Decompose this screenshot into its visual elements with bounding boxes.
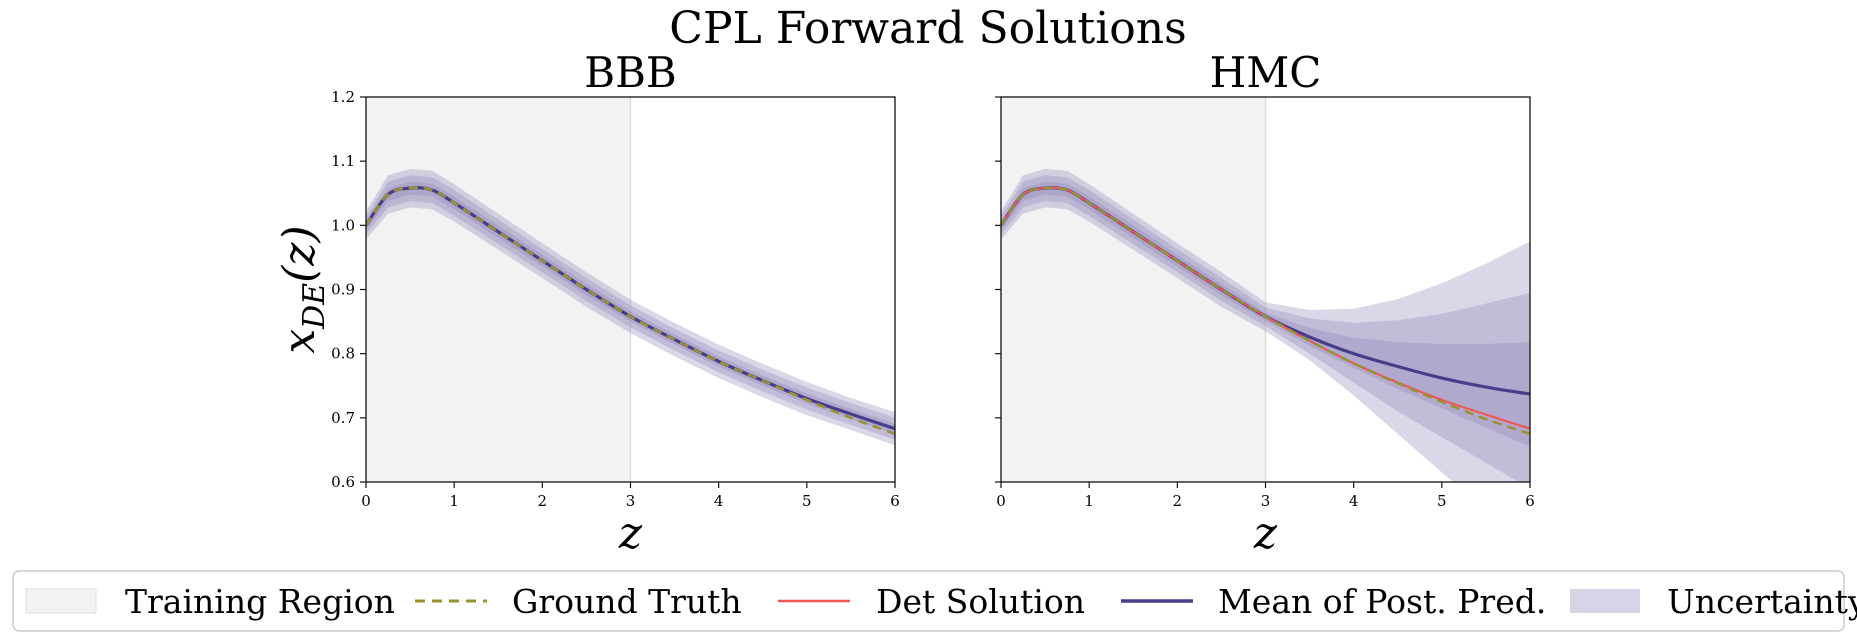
x-tick-label: 0 [361,492,371,510]
panel-bbb: 0 1 2 3 4 5 6 0.6 0.7 0.8 0.9 1.0 1.1 1.2 BBB z xDE(z) [274,48,900,559]
x-tick-label: 5 [1437,492,1447,510]
x-tick-label: 4 [714,492,724,510]
legend-label: Det Solution [876,582,1085,621]
legend-label: Mean of Post. Pred. [1218,582,1546,621]
legend-label: Uncertainty [1667,582,1857,621]
uncertainty-band-2 [1001,175,1530,482]
uncertainty-band-3 [366,168,895,446]
y-tick-label: 0.7 [331,409,355,427]
x-tick-label: 2 [538,492,548,510]
series-ground-truth [1001,186,1530,436]
legend-label: Training Region [125,582,395,621]
training-region-swatch [25,588,97,614]
y-tick-label: 0.8 [331,345,355,363]
y-tick-label: 1.0 [331,216,355,234]
x-tick-label: 3 [626,492,636,510]
legend-item: Det Solution [778,582,1085,621]
y-tick-label: 0.6 [331,473,355,491]
panel-title: BBB [584,48,677,97]
uncertainty-band-1 [1001,181,1530,447]
x-axis-label: z [1253,508,1278,559]
y-tick-label: 0.9 [331,281,355,299]
series-ground-truth [366,186,895,436]
x-tick-label: 4 [1349,492,1359,510]
x-tick-label: 2 [1173,492,1183,510]
x-tick-label: 6 [1525,492,1535,510]
x-tick-label: 5 [802,492,812,510]
y-axis-label: xDE(z) [274,225,332,353]
uncertainty-band-3 [1001,168,1530,482]
legend-frame [12,570,1845,632]
x-tick-label: 0 [996,492,1006,510]
legend-item: Ground Truth [415,582,742,621]
x-tick-label: 3 [1261,492,1271,510]
x-tick-label: 1 [1084,492,1094,510]
legend-item: Mean of Post. Pred. [1121,582,1546,621]
uncertainty-band-2 [366,175,895,440]
plot-area [1001,97,1530,482]
x-tick-label: 1 [449,492,459,510]
y-tick-label: 1.2 [331,88,355,106]
uncertainty-band-1 [366,181,895,434]
panel-title: HMC [1210,48,1322,97]
legend: Training Region Ground Truth Det Solution M… [12,570,1857,632]
panel-hmc: 0 1 2 3 4 5 6 HMC z [995,48,1535,559]
x-axis-label: z [618,508,643,559]
legend-item: Training Region [25,582,395,621]
legend-label: Ground Truth [512,582,742,621]
figure-suptitle: CPL Forward Solutions [669,3,1186,54]
x-tick-label: 6 [890,492,900,510]
plot-area [366,97,895,482]
legend-item: Uncertainty [1570,582,1857,621]
y-tick-label: 1.1 [331,152,355,170]
uncertainty-swatch [1570,589,1640,613]
